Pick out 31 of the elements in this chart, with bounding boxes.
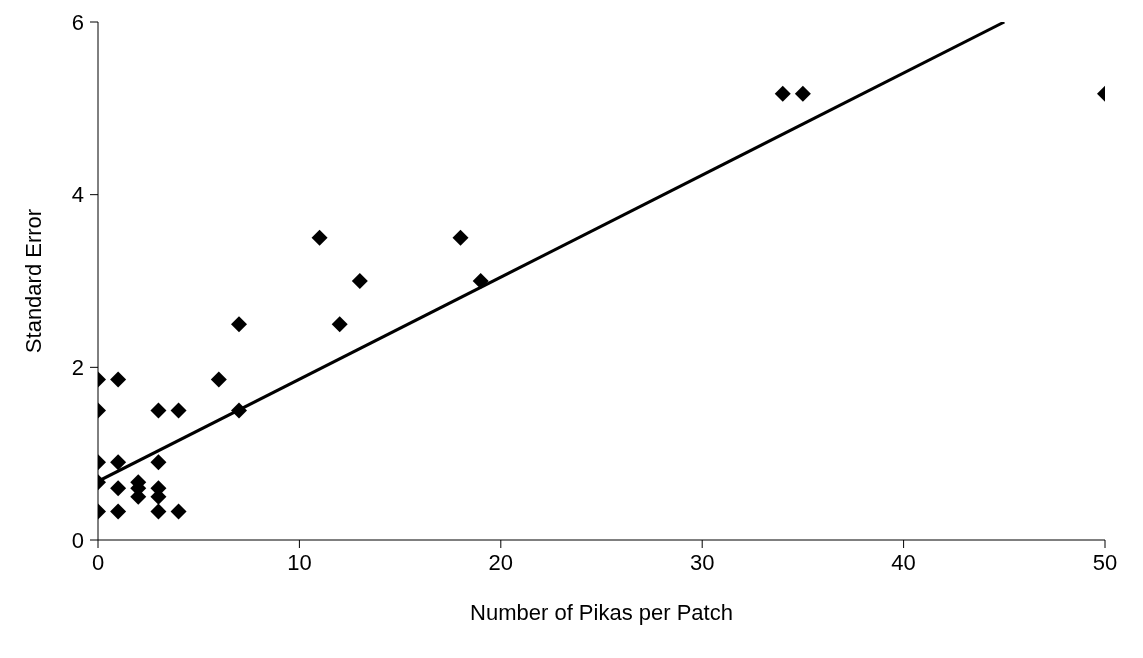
x-tick-label: 50 [1092, 549, 1118, 575]
x-tick-label: 10 [287, 549, 312, 575]
point [110, 454, 127, 471]
y-tick-label: 6 [71, 9, 84, 35]
point [110, 480, 127, 497]
y-axis-title: Standard Error [20, 208, 46, 354]
point [452, 229, 469, 246]
x-tick-label: 30 [689, 549, 715, 575]
x-axis-title: Number of Pikas per Patch [470, 600, 733, 625]
x-tick-label: 20 [488, 549, 514, 575]
point [110, 371, 127, 388]
point [230, 402, 247, 419]
point [311, 229, 328, 246]
y-tick-label: 0 [71, 527, 84, 553]
point [794, 85, 811, 102]
point [351, 273, 368, 289]
point [331, 316, 348, 333]
point [170, 503, 187, 520]
x-tick-label: 0 [91, 549, 105, 575]
point [230, 316, 247, 333]
y-tick-label: 4 [71, 182, 84, 208]
point [150, 503, 167, 520]
point [774, 85, 791, 102]
y-tick-label: 2 [71, 355, 84, 381]
point [472, 273, 489, 289]
point [170, 402, 187, 419]
point [150, 402, 167, 419]
point [210, 371, 227, 388]
x-tick-label: 40 [891, 549, 916, 575]
point [110, 503, 127, 520]
point [150, 454, 167, 471]
